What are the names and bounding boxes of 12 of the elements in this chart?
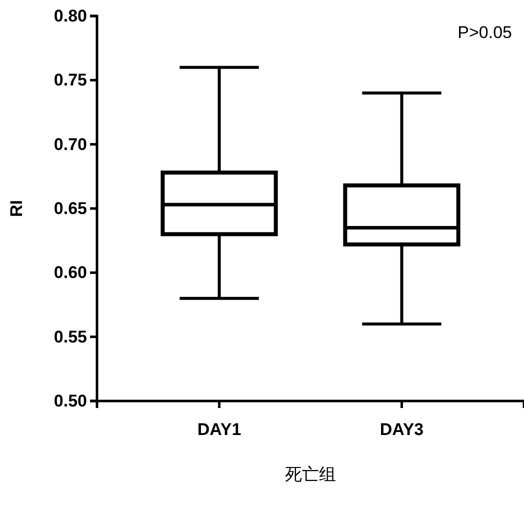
y-axis-title: RI — [7, 200, 26, 217]
annotation: P>0.05 — [458, 23, 512, 42]
x-tick-label: DAY3 — [380, 420, 424, 439]
y-tick-label: 0.70 — [54, 134, 87, 154]
x-axis-title: 死亡组 — [285, 465, 336, 484]
y-tick-label: 0.50 — [54, 391, 87, 410]
y-tick-label: 0.60 — [54, 263, 87, 282]
y-tick-label: 0.75 — [54, 70, 87, 90]
y-tick-label: 0.65 — [54, 198, 87, 218]
y-tick-label: 0.55 — [54, 327, 87, 346]
y-tick-label: 0.80 — [54, 6, 87, 26]
x-tick-label: DAY1 — [197, 420, 242, 439]
